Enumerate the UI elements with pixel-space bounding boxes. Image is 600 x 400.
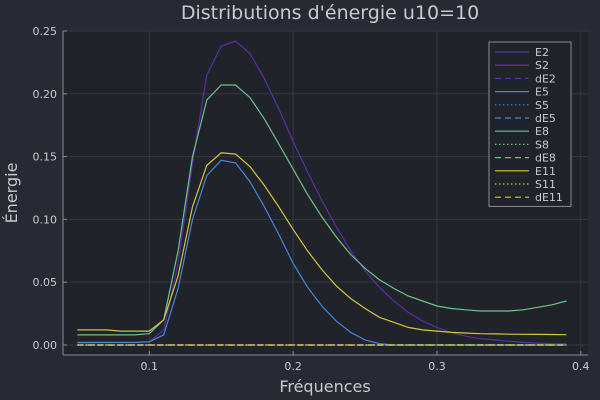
- legend-label-s11: S11: [535, 178, 556, 191]
- x-axis-label: Fréquences: [279, 377, 370, 396]
- x-tick-label: 0.1: [141, 360, 159, 373]
- legend-label-s8: S8: [535, 138, 549, 151]
- legend-label-e11: E11: [535, 165, 556, 178]
- y-axis-label: Énergie: [2, 163, 21, 224]
- legend-label-s5: S5: [535, 99, 549, 112]
- series-line-e2: [77, 40, 567, 345]
- y-tick-label: 0.15: [33, 151, 58, 164]
- series-line-e8: [77, 84, 567, 336]
- legend-label-de2: dE2: [535, 72, 556, 85]
- axes: [62, 31, 588, 356]
- series-line-e5: [77, 159, 567, 346]
- x-tick-label: 0.4: [572, 360, 590, 373]
- legend-label-de11: dE11: [535, 191, 563, 204]
- y-tick-label: 0.10: [33, 213, 58, 226]
- y-tick-label: 0.00: [33, 339, 58, 352]
- legend-label-e2: E2: [535, 46, 549, 59]
- y-tick-label: 0.20: [33, 88, 58, 101]
- chart-title: Distributions d'énergie u10=10: [181, 2, 479, 24]
- series-line-e11: [77, 152, 567, 336]
- x-tick-label: 0.3: [428, 360, 446, 373]
- legend-label-e5: E5: [535, 86, 549, 99]
- legend-label-de5: dE5: [535, 112, 556, 125]
- legend-label-e8: E8: [535, 125, 549, 138]
- legend-label-de8: dE8: [535, 152, 556, 165]
- legend-label-s2: S2: [535, 59, 549, 72]
- x-tick-label: 0.2: [284, 360, 302, 373]
- y-tick-label: 0.05: [33, 276, 58, 289]
- tick-labels: 0.1 0.2 0.3 0.4 0.00 0.05 0.10 0.15 0.20 0.25: [33, 25, 590, 373]
- series-lines: [77, 40, 567, 346]
- legend-box: [488, 41, 572, 207]
- y-tick-label: 0.25: [33, 25, 58, 38]
